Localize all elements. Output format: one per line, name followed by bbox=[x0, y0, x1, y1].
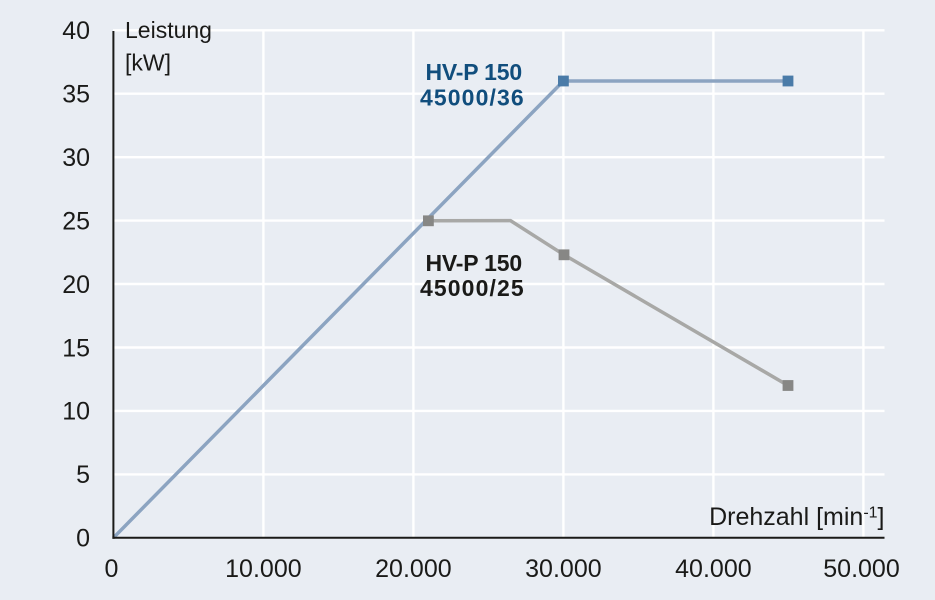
svg-text:Drehzahl [min-1]: Drehzahl [min-1] bbox=[709, 503, 884, 531]
svg-text:45000/25: 45000/25 bbox=[420, 275, 525, 301]
svg-text:0: 0 bbox=[105, 555, 119, 583]
svg-text:HV-P 150: HV-P 150 bbox=[426, 250, 522, 276]
svg-text:10: 10 bbox=[62, 398, 90, 426]
svg-text:15: 15 bbox=[62, 334, 90, 362]
svg-text:10.000: 10.000 bbox=[225, 555, 301, 583]
svg-text:HV-P 150: HV-P 150 bbox=[426, 59, 522, 85]
svg-text:5: 5 bbox=[76, 461, 90, 489]
svg-text:35: 35 bbox=[62, 81, 90, 109]
svg-text:20: 20 bbox=[62, 271, 90, 299]
svg-text:45000/36: 45000/36 bbox=[420, 84, 525, 110]
svg-text:30.000: 30.000 bbox=[525, 555, 601, 583]
svg-text:20.000: 20.000 bbox=[375, 555, 451, 583]
svg-text:40: 40 bbox=[62, 17, 90, 45]
svg-text:50.000: 50.000 bbox=[823, 555, 899, 583]
svg-text:40.000: 40.000 bbox=[675, 555, 751, 583]
svg-text:[kW]: [kW] bbox=[125, 50, 171, 76]
svg-text:25: 25 bbox=[62, 207, 90, 235]
svg-text:0: 0 bbox=[76, 525, 90, 553]
svg-text:Leistung: Leistung bbox=[125, 17, 212, 43]
svg-text:30: 30 bbox=[62, 144, 90, 172]
